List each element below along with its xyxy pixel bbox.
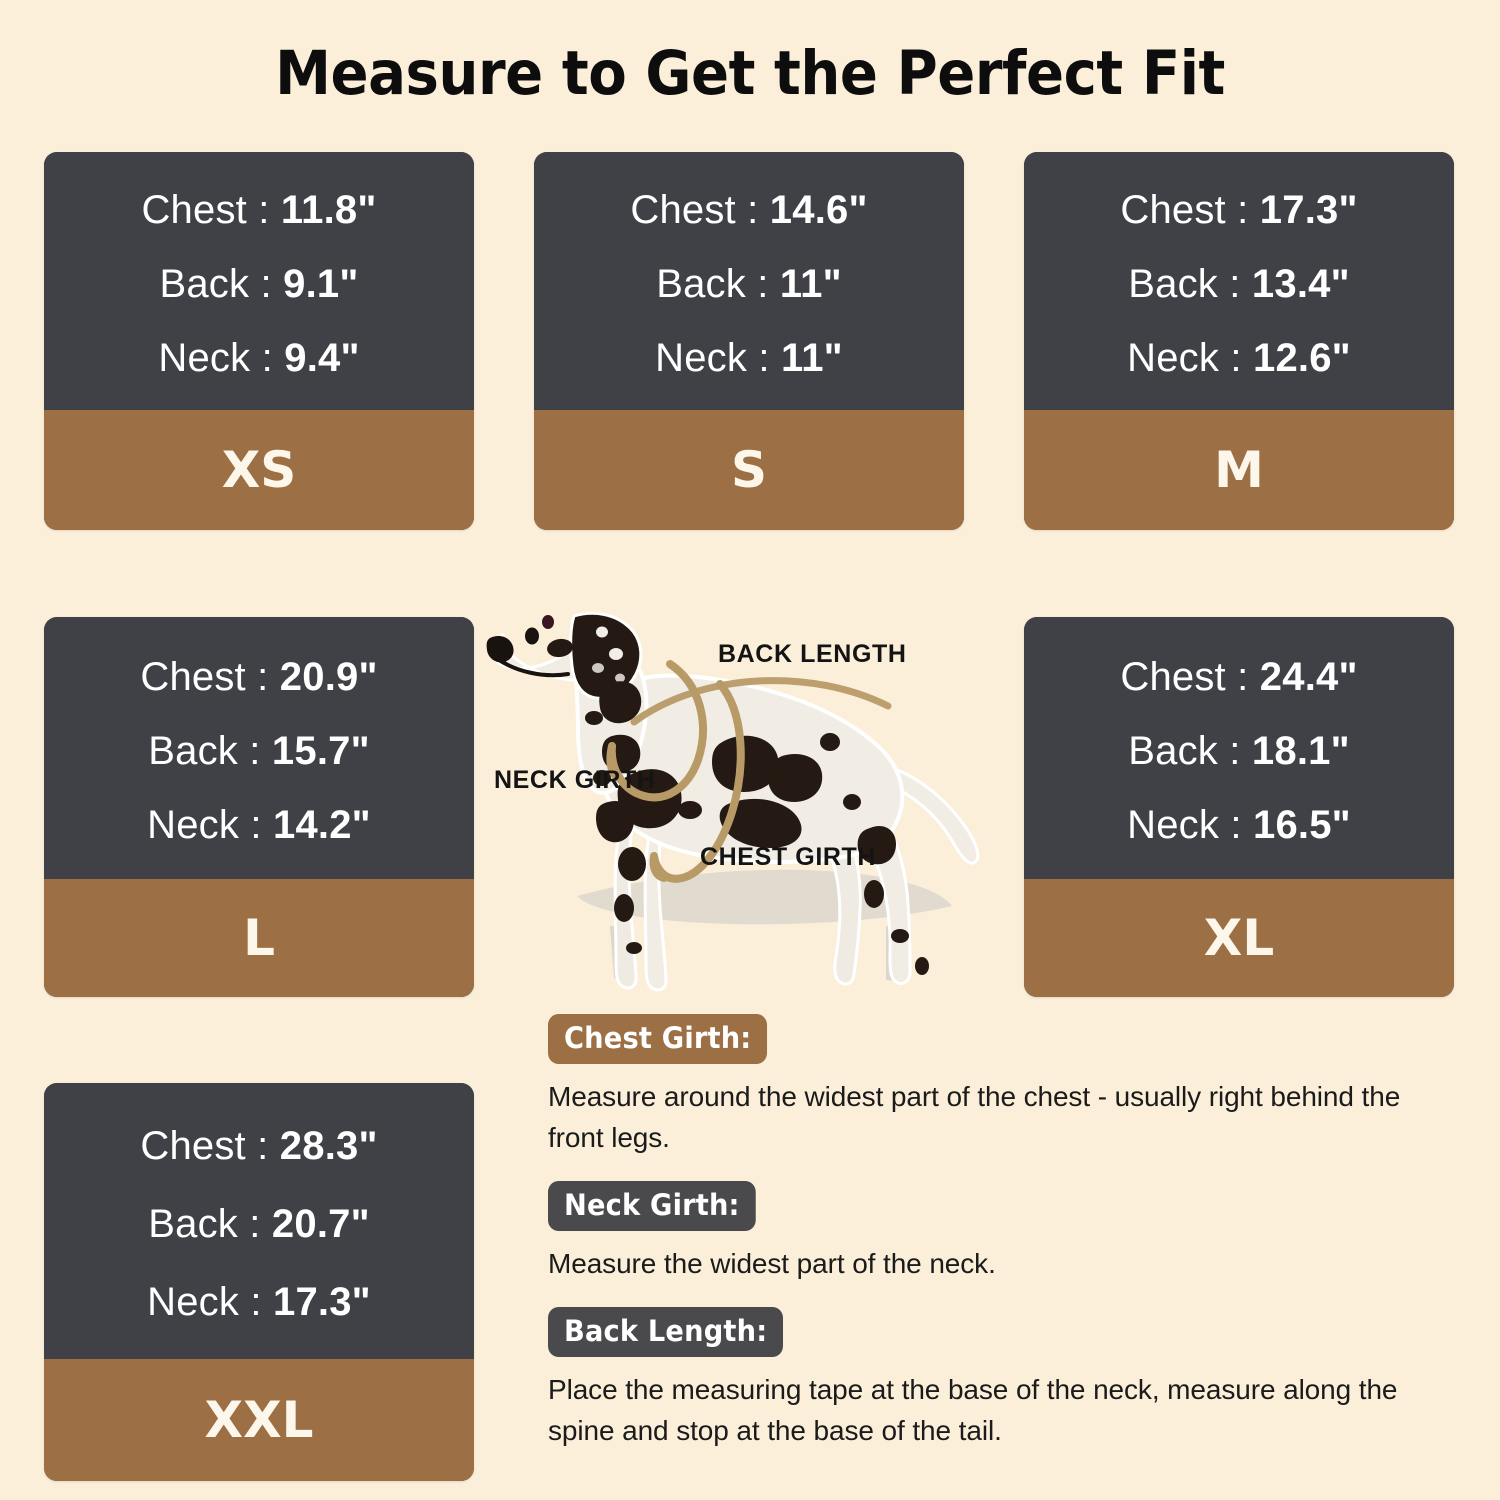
back-label: Back : xyxy=(656,262,780,306)
size-card-m: Chest : 17.3" Back : 13.4" Neck : 12.6" … xyxy=(1024,152,1454,530)
chest-measurement-row: Chest : 28.3" xyxy=(44,1126,474,1166)
chest-label: Chest : xyxy=(140,655,280,699)
back-label: Back : xyxy=(1128,262,1252,306)
chest-girth-diagram-label: CHEST GIRTH xyxy=(700,843,877,871)
back-length-description: Place the measuring tape at the base of … xyxy=(548,1373,1398,1446)
size-label-m: M xyxy=(1024,410,1454,530)
neck-girth-badge: Neck Girth: xyxy=(548,1180,756,1231)
neck-label: Neck : xyxy=(1127,336,1254,380)
back-measurement-row: Back : 13.4" xyxy=(1024,264,1454,304)
back-value: 15.7" xyxy=(271,729,370,773)
page-title: Measure to Get the Perfect Fit xyxy=(275,38,1225,109)
chest-girth-description: Measure around the widest part of the ch… xyxy=(548,1081,1401,1153)
size-label-s: S xyxy=(534,410,964,530)
back-value: 9.1" xyxy=(283,262,359,306)
chest-value: 24.4" xyxy=(1259,655,1358,699)
instruction-block-neck-girth: Neck Girth: Measure the widest part of t… xyxy=(548,1180,1456,1285)
back-label: Back : xyxy=(159,262,284,306)
neck-girth-diagram-label: NECK GIRTH xyxy=(494,766,656,794)
size-card-l: Chest : 20.9" Back : 15.7" Neck : 14.2" … xyxy=(44,617,474,997)
chest-value: 28.3" xyxy=(279,1124,378,1168)
back-length-badge: Back Length: xyxy=(548,1306,784,1357)
size-card-measurements: Chest : 20.9" Back : 15.7" Neck : 14.2" xyxy=(44,617,474,879)
size-card-xl: Chest : 24.4" Back : 18.1" Neck : 16.5" … xyxy=(1024,617,1454,997)
back-measurement-row: Back : 11" xyxy=(534,264,964,304)
neck-label: Neck : xyxy=(655,336,781,380)
neck-measurement-row: Neck : 9.4" xyxy=(44,338,474,378)
size-card-s: Chest : 14.6" Back : 11" Neck : 11" S xyxy=(534,152,964,530)
neck-girth-description: Measure the widest part of the neck. xyxy=(548,1247,996,1279)
neck-measurement-row: Neck : 17.3" xyxy=(44,1282,474,1322)
chest-label: Chest : xyxy=(140,1124,280,1168)
size-label-xxl: XXL xyxy=(44,1359,474,1481)
chest-label: Chest : xyxy=(1120,188,1260,232)
chest-value: 14.6" xyxy=(769,188,868,232)
size-label-xl: XL xyxy=(1024,879,1454,997)
back-measurement-row: Back : 18.1" xyxy=(1024,731,1454,771)
back-label: Back : xyxy=(148,1202,272,1246)
instruction-block-back-length: Back Length: Place the measuring tape at… xyxy=(548,1306,1456,1452)
size-card-xxl: Chest : 28.3" Back : 20.7" Neck : 17.3" … xyxy=(44,1083,474,1481)
neck-value: 11" xyxy=(781,336,843,380)
back-length-diagram-label: BACK LENGTH xyxy=(718,640,907,668)
chest-label: Chest : xyxy=(141,188,281,232)
neck-label: Neck : xyxy=(1127,803,1254,847)
chest-value: 17.3" xyxy=(1259,188,1358,232)
back-label: Back : xyxy=(1128,729,1252,773)
back-measurement-row: Back : 20.7" xyxy=(44,1204,474,1244)
size-card-measurements: Chest : 28.3" Back : 20.7" Neck : 17.3" xyxy=(44,1083,474,1359)
size-card-measurements: Chest : 14.6" Back : 11" Neck : 11" xyxy=(534,152,964,410)
chest-measurement-row: Chest : 24.4" xyxy=(1024,657,1454,697)
neck-label: Neck : xyxy=(147,803,274,847)
back-label: Back : xyxy=(148,729,272,773)
back-value: 20.7" xyxy=(271,1202,370,1246)
neck-value: 12.6" xyxy=(1253,336,1351,380)
neck-label: Neck : xyxy=(158,336,285,380)
size-card-measurements: Chest : 17.3" Back : 13.4" Neck : 12.6" xyxy=(1024,152,1454,410)
back-measurement-row: Back : 9.1" xyxy=(44,264,474,304)
neck-value: 16.5" xyxy=(1253,803,1351,847)
back-measurement-row: Back : 15.7" xyxy=(44,731,474,771)
back-value: 11" xyxy=(779,262,842,306)
chest-girth-badge: Chest Girth: xyxy=(548,1014,768,1064)
chest-value: 11.8" xyxy=(280,188,377,232)
chest-measurement-row: Chest : 17.3" xyxy=(1024,190,1454,230)
size-label-l: L xyxy=(44,879,474,997)
size-card-measurements: Chest : 24.4" Back : 18.1" Neck : 16.5" xyxy=(1024,617,1454,879)
chest-value: 20.9" xyxy=(279,655,378,699)
measuring-instructions: Chest Girth: Measure around the widest p… xyxy=(548,1014,1456,1469)
neck-value: 9.4" xyxy=(284,336,360,380)
neck-measurement-row: Neck : 12.6" xyxy=(1024,338,1454,378)
neck-measurement-row: Neck : 14.2" xyxy=(44,805,474,845)
chest-measurement-row: Chest : 20.9" xyxy=(44,657,474,697)
neck-value: 14.2" xyxy=(273,803,371,847)
chest-label: Chest : xyxy=(1120,655,1260,699)
back-value: 13.4" xyxy=(1251,262,1350,306)
instruction-block-chest-girth: Chest Girth: Measure around the widest p… xyxy=(548,1014,1456,1159)
dog-measurement-diagram xyxy=(482,596,1024,1000)
size-card-measurements: Chest : 11.8" Back : 9.1" Neck : 9.4" xyxy=(44,152,474,410)
size-card-xs: Chest : 11.8" Back : 9.1" Neck : 9.4" XS xyxy=(44,152,474,530)
chest-measurement-row: Chest : 14.6" xyxy=(534,190,964,230)
neck-measurement-row: Neck : 16.5" xyxy=(1024,805,1454,845)
neck-value: 17.3" xyxy=(273,1280,371,1324)
neck-label: Neck : xyxy=(147,1280,274,1324)
chest-measurement-row: Chest : 11.8" xyxy=(44,190,474,230)
size-label-xs: XS xyxy=(44,410,474,530)
chest-label: Chest : xyxy=(630,188,770,232)
neck-measurement-row: Neck : 11" xyxy=(534,338,964,378)
back-value: 18.1" xyxy=(1251,729,1350,773)
